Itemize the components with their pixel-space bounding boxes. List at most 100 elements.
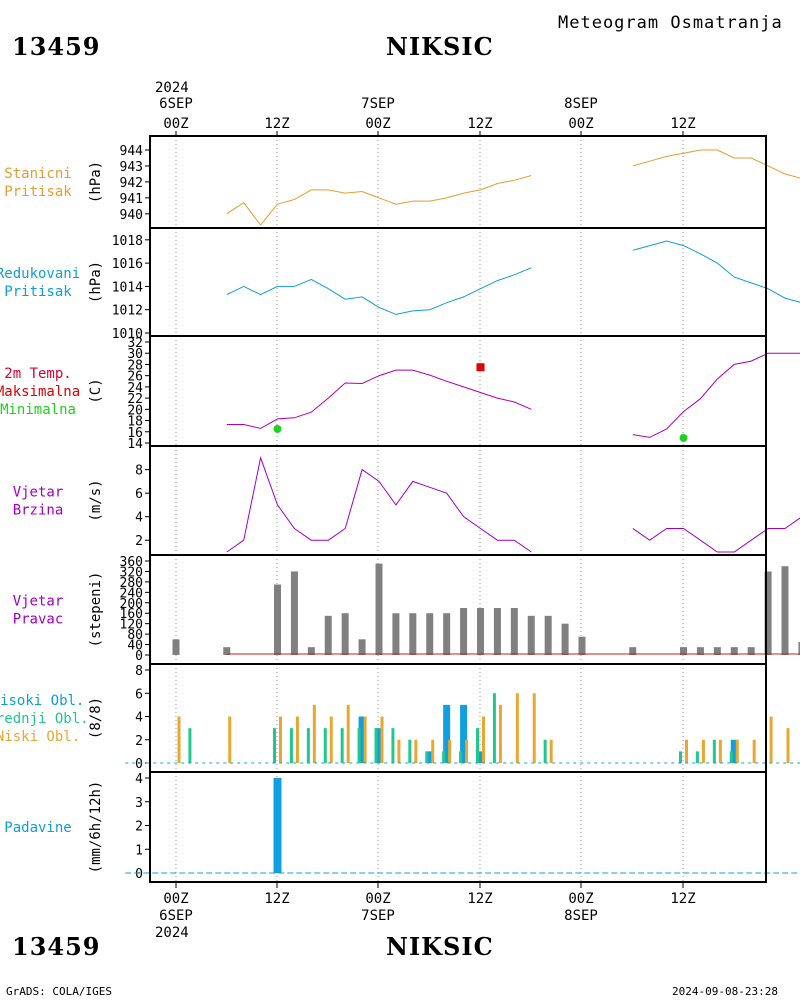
panel-frame — [149, 663, 767, 773]
y-tick-label: 8 — [135, 664, 143, 679]
bottom-day-label: 8SEP — [564, 908, 598, 924]
cloud-bar — [532, 693, 536, 763]
panel-frame — [149, 554, 767, 665]
y-tick-label: 944 — [120, 144, 144, 159]
station-name-bottom: NIKSIC — [386, 932, 494, 961]
top-day-label: 7SEP — [361, 96, 395, 112]
top-hour-label: 00Z — [568, 116, 593, 132]
direction-bar — [730, 647, 738, 655]
y-tick-label: 942 — [120, 176, 143, 191]
series-line — [632, 352, 800, 438]
direction-bar — [358, 639, 366, 655]
bottom-hour-label: 12Z — [264, 891, 289, 907]
cloud-bar — [380, 716, 384, 763]
series-line — [226, 456, 532, 553]
panel-label: Vjetar — [13, 485, 64, 501]
panel-label: Srednji Obl. — [0, 711, 89, 727]
y-tick-label: 16 — [127, 426, 143, 441]
y-tick-label: 28 — [127, 358, 143, 373]
cloud-bar — [685, 739, 688, 763]
cloud-bar — [459, 751, 463, 763]
bottom-hour-label: 00Z — [568, 891, 593, 907]
panel-label: Visoki Obl. — [0, 693, 84, 709]
panel-label: Maksimalna — [0, 384, 80, 400]
y-tick-label: 940 — [120, 208, 143, 223]
cloud-bar — [397, 739, 401, 763]
cloud-bar — [460, 704, 468, 763]
cloud-bar — [712, 739, 716, 763]
top-hour-label: 12Z — [264, 116, 289, 132]
panel-label: Brzina — [13, 503, 64, 519]
panel-label: Niski Obl. — [0, 729, 80, 745]
y-tick-label: 1010 — [112, 327, 143, 342]
direction-bar — [392, 613, 400, 655]
y-axis-label: (mm/6h/12h) — [88, 781, 104, 874]
y-tick-label: 360 — [120, 555, 143, 570]
direction-bar — [781, 566, 789, 655]
cloud-bar — [465, 739, 469, 763]
direction-bar — [409, 613, 417, 655]
panel-label: Stanicni — [4, 166, 71, 182]
y-tick-label: 80 — [127, 628, 143, 643]
direction-bar — [629, 647, 637, 655]
cloud-bar — [730, 739, 738, 763]
direction-bar — [324, 615, 332, 655]
panel-label: Redukovani — [0, 266, 80, 282]
cloud-bar — [228, 716, 232, 763]
panel-frame — [149, 445, 767, 556]
y-tick-label: 160 — [120, 607, 143, 622]
y-axis-label: (hPa) — [88, 161, 104, 203]
y-tick-label: 32 — [127, 336, 143, 351]
cloud-bar — [279, 716, 282, 763]
y-axis-label: (C) — [88, 378, 104, 403]
cloud-bar — [391, 728, 395, 763]
y-tick-label: 240 — [120, 586, 143, 601]
cloud-bar — [273, 728, 276, 763]
cloud-bar — [498, 704, 502, 763]
panel-frame — [149, 771, 767, 883]
direction-bar — [680, 647, 687, 655]
top-hour-label: 00Z — [365, 116, 390, 132]
y-tick-label: 20 — [127, 403, 143, 418]
y-tick-label: 4 — [135, 711, 143, 726]
y-tick-label: 3 — [135, 796, 143, 811]
cloud-bar — [718, 739, 722, 763]
y-tick-label: 2 — [135, 534, 143, 549]
direction-bar — [307, 647, 315, 655]
station-id-bottom: 13459 — [12, 932, 101, 961]
y-tick-label: 14 — [127, 437, 143, 452]
series-line — [632, 240, 800, 303]
bottom-hour-label: 12Z — [670, 891, 695, 907]
cloud-bar — [363, 716, 367, 763]
y-tick-label: 0 — [135, 649, 143, 664]
cloud-bar — [477, 751, 484, 763]
min-temp-marker — [679, 433, 688, 442]
bottom-hour-label: 00Z — [365, 891, 390, 907]
cloud-bar — [752, 739, 756, 763]
cloud-bar — [701, 739, 705, 763]
y-axis-label: (m/s) — [88, 479, 104, 521]
y-tick-label: 0 — [135, 867, 143, 882]
direction-bar — [510, 608, 518, 655]
y-tick-label: 8 — [135, 464, 143, 479]
direction-bar — [426, 613, 434, 655]
y-axis-label: (stepeni) — [88, 572, 104, 648]
y-tick-label: 280 — [120, 576, 143, 591]
cloud-bar — [729, 751, 733, 763]
station-id-top: 13459 — [12, 32, 101, 61]
cloud-bar — [188, 728, 192, 763]
cloud-bar — [492, 693, 496, 763]
cloud-bar — [306, 728, 310, 763]
y-tick-label: 1018 — [112, 234, 143, 249]
direction-bar — [798, 641, 800, 655]
y-tick-label: 4 — [135, 511, 143, 526]
cloud-bar — [414, 739, 418, 763]
y-tick-label: 22 — [127, 392, 143, 407]
y-tick-label: 1 — [135, 843, 143, 858]
cloud-bar — [549, 739, 553, 763]
direction-bar — [696, 647, 704, 655]
y-tick-label: 941 — [120, 192, 143, 207]
cloud-bar — [695, 751, 699, 763]
bottom-day-label: 7SEP — [361, 908, 395, 924]
